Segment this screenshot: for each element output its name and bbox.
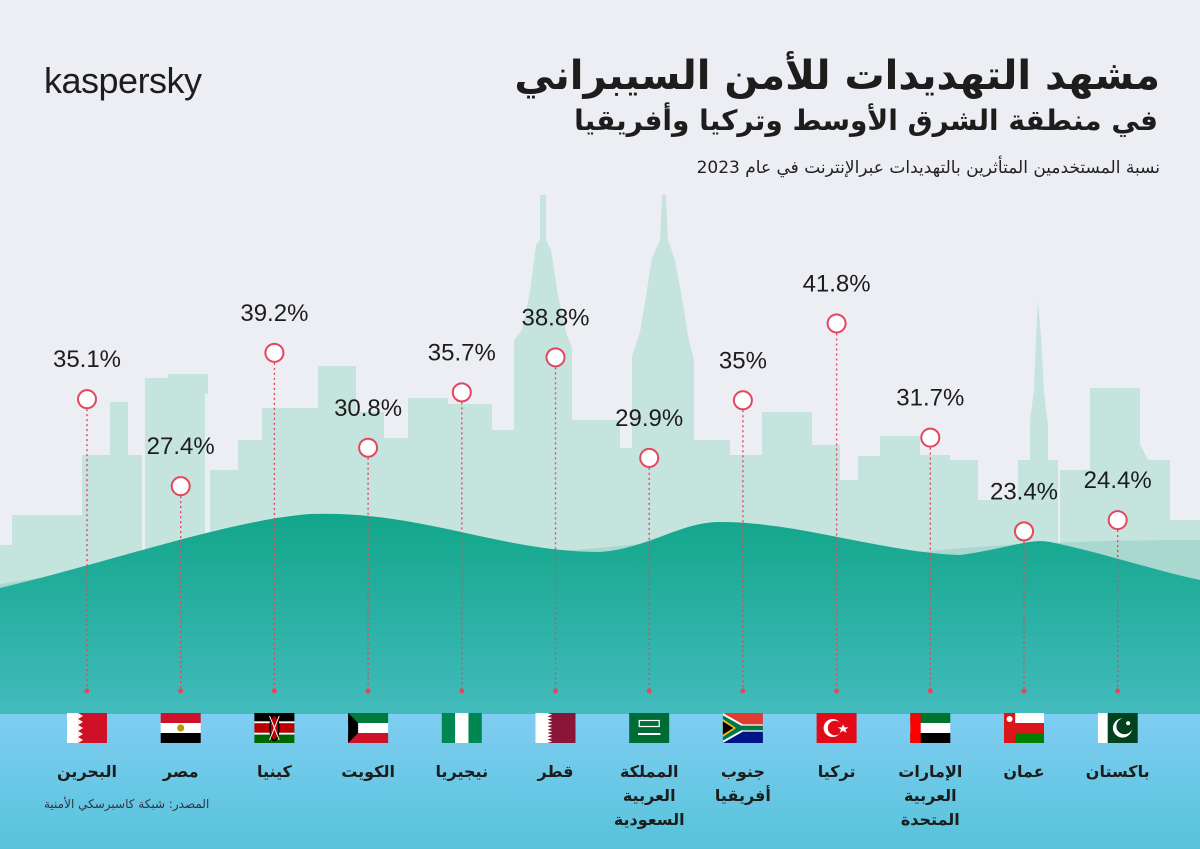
leader-end-dot	[271, 688, 277, 694]
nigeria-flag	[441, 713, 482, 743]
kenya-flag	[254, 713, 295, 743]
data-label: 31.7%	[896, 385, 964, 412]
data-point-marker	[1107, 510, 1128, 531]
leader-end-dot	[84, 688, 90, 694]
country-name: أفريقيا	[715, 785, 771, 805]
leader-end-dot	[834, 688, 840, 694]
egypt-flag	[160, 713, 201, 743]
data-label: 41.8%	[803, 270, 871, 297]
leader-end-dot	[553, 688, 558, 694]
leader-end-dot	[178, 688, 184, 694]
data-point-marker	[732, 390, 753, 411]
source-note: المصدر: شبكة كاسبرسكي الأمنية	[44, 797, 210, 811]
turkey-flag	[816, 713, 857, 743]
country-name: جنوب	[721, 762, 765, 781]
data-point-marker	[451, 382, 472, 403]
data-label: 29.9%	[615, 405, 683, 432]
data-point-marker	[264, 342, 285, 363]
country-name: كينيا	[257, 762, 293, 781]
data-label: 24.4%	[1084, 467, 1152, 494]
leader-end-dot	[1115, 688, 1121, 694]
qatar-flag	[535, 713, 576, 743]
leader-end-dot	[459, 688, 465, 694]
uae-flag	[910, 713, 951, 743]
kaspersky-logo: kaspersky	[44, 60, 202, 101]
country-name: الكويت	[341, 762, 395, 781]
country-name: العربية	[904, 786, 957, 805]
country-name: نيجيريا	[436, 762, 489, 781]
leader-end-dot	[646, 688, 652, 694]
oman-flag	[1004, 713, 1044, 743]
data-point-marker	[170, 476, 191, 497]
data-label: 35.1%	[53, 346, 121, 373]
country-name: المملكة	[620, 762, 678, 781]
pakistan-flag	[1097, 713, 1138, 743]
page-title: مشهد التهديدات للأمن السيبراني	[514, 53, 1160, 99]
saudi-arabia-flag	[629, 713, 670, 743]
data-label: 35.7%	[428, 339, 496, 366]
leader-end-dot	[1021, 688, 1027, 694]
data-label: 27.4%	[147, 433, 215, 460]
country-name: تركيا	[818, 762, 856, 781]
data-point-marker	[826, 313, 847, 334]
data-label: 35%	[719, 347, 767, 374]
country-name: البحرين	[57, 762, 117, 781]
page-subtitle: في منطقة الشرق الأوسط وتركيا وأفريقيا	[574, 104, 1158, 137]
data-point-marker	[358, 437, 379, 458]
chart-caption: نسبة المستخدمين المتأثرين بالتهديدات عبر…	[696, 158, 1160, 178]
data-point-marker	[545, 347, 566, 368]
country-name: مصر	[162, 762, 199, 781]
data-point-marker	[920, 427, 941, 448]
data-point-marker	[1014, 521, 1034, 542]
data-label: 30.8%	[334, 395, 402, 422]
data-label: 38.8%	[521, 304, 589, 331]
data-label: 39.2%	[240, 300, 308, 327]
data-point-marker	[639, 447, 660, 468]
leader-end-dot	[927, 688, 933, 694]
country-name: الإمارات	[898, 762, 962, 781]
bahrain-flag	[67, 713, 107, 743]
country-name: المتحدة	[901, 810, 960, 829]
country-name: السعودية	[614, 810, 685, 829]
country-name: قطر	[536, 762, 573, 781]
country-name: عمان	[1003, 762, 1044, 781]
leader-end-dot	[740, 688, 746, 694]
country-name: باكستان	[1086, 762, 1150, 781]
leader-end-dot	[365, 688, 371, 694]
data-point-marker	[77, 389, 97, 410]
data-label: 23.4%	[990, 478, 1058, 505]
kuwait-flag	[348, 713, 389, 743]
country-name: العربية	[623, 786, 676, 805]
south-africa-flag	[722, 713, 763, 743]
